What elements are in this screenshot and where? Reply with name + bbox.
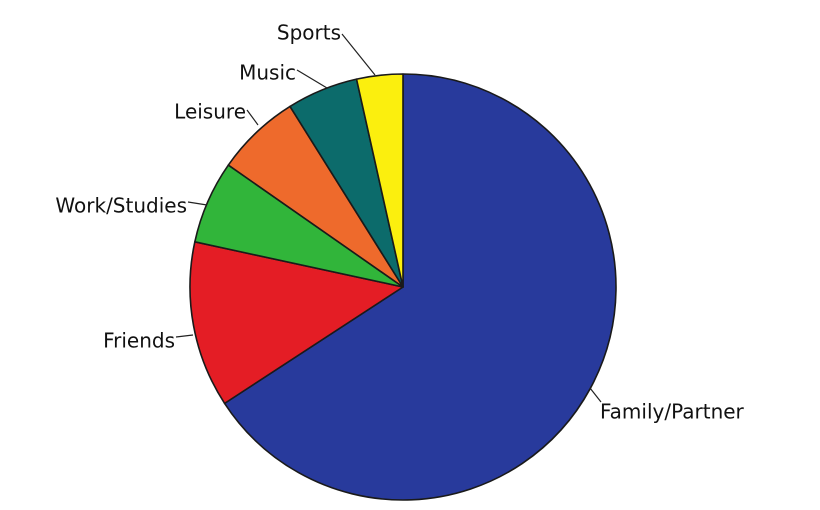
slice-label-work-studies: Work/Studies	[55, 194, 187, 218]
slice-label-friends: Friends	[103, 329, 175, 353]
slice-label-sports: Sports	[277, 21, 341, 45]
leader-line-music	[296, 69, 328, 89]
slice-label-leisure: Leisure	[174, 100, 246, 124]
leader-line-leisure	[246, 109, 259, 126]
pie-slice-friends	[189, 241, 404, 405]
slice-label-music: Music	[239, 61, 296, 85]
label-leader-lines	[175, 33, 602, 403]
slice-labels: Family/Partner Friends Work/Studies Leisure…	[55, 21, 744, 424]
leader-line-work-studies	[187, 201, 208, 206]
leader-line-family-partner	[589, 387, 602, 403]
pie-slice-sports	[355, 73, 404, 288]
leader-line-sports	[341, 33, 376, 76]
slice-label-family-partner: Family/Partner	[600, 400, 745, 424]
leader-line-friends	[175, 334, 194, 338]
pie-slices	[189, 73, 617, 501]
